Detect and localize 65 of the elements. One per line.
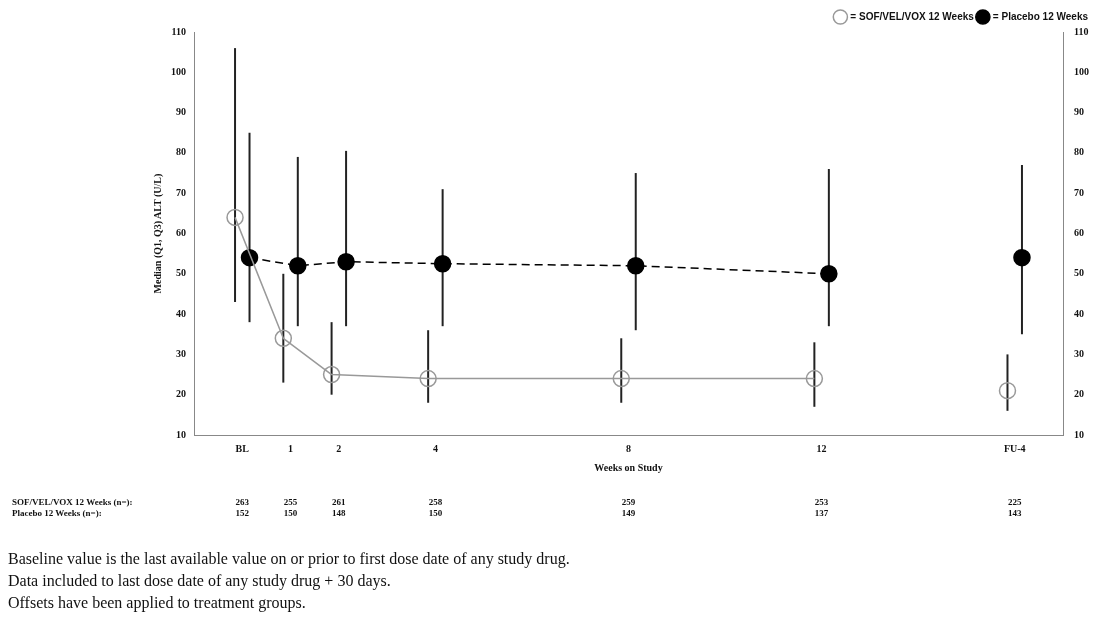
- y2-tick-label: 30: [1074, 347, 1084, 359]
- text: 137: [814, 508, 829, 519]
- point: [289, 256, 307, 275]
- text: 150: [428, 508, 443, 519]
- y2-tick-label: 50: [1074, 267, 1084, 279]
- point: [274, 329, 293, 348]
- text: 150: [283, 508, 298, 519]
- y2-tick-label: 10: [1074, 428, 1084, 440]
- y-tick-label: 10: [176, 428, 186, 440]
- point: [805, 369, 824, 388]
- text: 148: [332, 508, 347, 519]
- x-tick-label: FU-4: [1003, 442, 1026, 454]
- y2-tick-label: 90: [1074, 106, 1084, 118]
- y2-tick-label: 40: [1074, 307, 1084, 319]
- x-tick-label: 8: [626, 442, 631, 454]
- text: 259: [621, 497, 636, 508]
- point: [322, 365, 341, 384]
- text: Placebo 12 Weeks (n=):: [12, 508, 102, 519]
- y-tick-label: 40: [176, 307, 186, 319]
- x-tick-label: 1: [288, 442, 294, 454]
- text: Data included to last dose date of any study drug + 30 days.: [8, 571, 392, 592]
- text: 263: [235, 497, 250, 508]
- y2-tick-label: 100: [1074, 65, 1089, 77]
- x-tick-label: 2: [336, 442, 342, 454]
- y-tick-label: 20: [176, 388, 186, 400]
- text: 143: [1007, 508, 1022, 519]
- text: 253: [814, 497, 829, 508]
- point: [1013, 248, 1031, 267]
- y-tick-label: 70: [176, 186, 186, 198]
- text: 149: [621, 508, 636, 519]
- point: [337, 252, 355, 271]
- text: Offsets have been applied to treatment groups.: [8, 593, 307, 614]
- legend-label: = Placebo 12 Weeks: [992, 10, 1089, 22]
- text: 255: [283, 497, 298, 508]
- point: [626, 256, 645, 275]
- point: [998, 381, 1017, 400]
- point: [226, 208, 244, 227]
- point: [612, 369, 631, 388]
- text: Baseline value is the last available value on or prior to first dose date of any study drug.: [8, 549, 571, 570]
- x-tick-label: 12: [816, 442, 827, 454]
- y-tick-label: 110: [171, 25, 186, 37]
- y-tick-label: 30: [176, 347, 186, 359]
- y-tick-label: 80: [176, 146, 186, 158]
- y-axis-title: Median (Q1, Q3) ALT (U/L): [151, 173, 164, 294]
- text: 152: [235, 508, 250, 519]
- y-tick-label: 60: [176, 227, 186, 239]
- text: 225: [1007, 497, 1022, 508]
- x-axis-title: Weeks on Study: [594, 461, 663, 473]
- point: [433, 254, 452, 273]
- y2-tick-label: 70: [1074, 186, 1084, 198]
- text: 261: [332, 497, 347, 508]
- legend-label: = SOF/VEL/VOX 12 Weeks: [850, 10, 975, 22]
- x-tick-label: BL: [235, 442, 250, 454]
- y2-tick-label: 80: [1074, 146, 1084, 158]
- x-tick-label: 4: [432, 442, 438, 454]
- point: [419, 369, 437, 388]
- text: SOF/VEL/VOX 12 Weeks (n=):: [12, 497, 133, 508]
- y2-tick-label: 20: [1074, 388, 1084, 400]
- y2-tick-label: 110: [1074, 25, 1089, 37]
- text: 258: [428, 497, 443, 508]
- y2-tick-label: 60: [1074, 227, 1084, 239]
- point: [820, 265, 838, 283]
- y-tick-label: 100: [171, 65, 186, 77]
- y-tick-label: 90: [176, 106, 186, 118]
- y-tick-label: 50: [176, 267, 186, 279]
